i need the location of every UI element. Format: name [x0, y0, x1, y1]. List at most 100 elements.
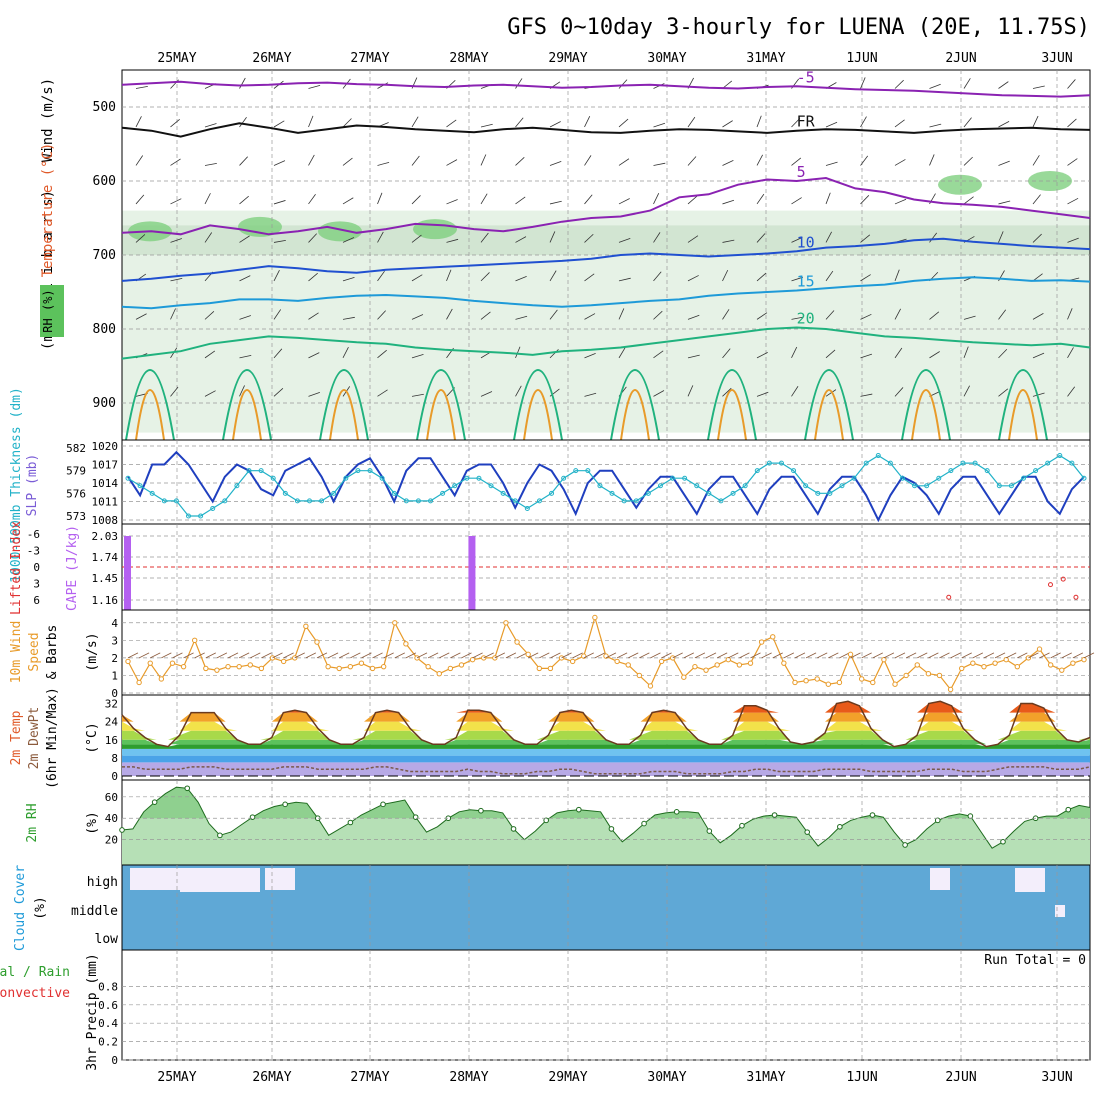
wind-barb: [687, 385, 694, 397]
wind-barb: [794, 652, 806, 659]
wind-barb: [618, 277, 631, 282]
wind-barb: [860, 234, 871, 243]
rh-area: [122, 787, 1090, 865]
wind10-point: [981, 663, 987, 670]
wind-barb: [963, 156, 973, 166]
cloud-gap: [1055, 905, 1065, 917]
wind-barb: [308, 272, 318, 282]
slp-thickness-frame: [121, 439, 1091, 525]
wind10-point: [614, 658, 620, 665]
wind-barb: [170, 308, 176, 320]
wind-barb: [239, 385, 245, 397]
isotherm-line: [998, 369, 1048, 441]
wind-barb: [446, 159, 458, 166]
thickness-point: [633, 498, 639, 504]
wind-barb: [170, 118, 180, 128]
y-tick-label: 700: [93, 248, 116, 263]
thickness-point: [549, 490, 555, 496]
cloud-gap: [1015, 868, 1045, 892]
wind10-point: [1047, 662, 1054, 668]
wind-barb: [411, 274, 423, 282]
wind-barb: [550, 652, 561, 659]
wind-barb: [239, 117, 247, 128]
y-tick-label: 24: [105, 716, 119, 729]
thickness-point: [585, 468, 591, 474]
wind-barb: [239, 156, 248, 166]
wind-barb: [756, 391, 769, 397]
rh-high-patch: [318, 221, 362, 242]
thickness-point: [621, 498, 627, 504]
y-axis-label: (°C): [85, 722, 100, 753]
y-axis-label: 2m RH: [25, 803, 40, 842]
wind-barb: [939, 652, 950, 659]
thickness-point: [270, 475, 276, 481]
wind-barb: [515, 156, 525, 166]
isotherm-line: [610, 369, 660, 441]
isotherm-line: [121, 80, 1091, 98]
run-total-label: Run Total = 0: [984, 953, 1086, 968]
wind-barb: [461, 652, 472, 659]
wind-barb: [216, 652, 228, 659]
thickness-point: [645, 490, 651, 496]
wind-barb: [549, 270, 557, 282]
wind-barb: [342, 346, 349, 359]
thickness-point: [839, 483, 845, 489]
x-tick-label-top: 31MAY: [746, 51, 785, 66]
thickness-point: [766, 460, 772, 466]
wind-barb: [722, 348, 731, 359]
thickness-point: [428, 498, 434, 504]
wind-barb: [894, 198, 907, 205]
y-axis-label: 1000-500mb Thickness (dm): [9, 387, 24, 583]
wind-barb: [584, 392, 597, 397]
wind-barb: [687, 314, 700, 320]
wind-barb: [204, 390, 216, 397]
thickness-point: [670, 475, 676, 481]
wind-barb: [411, 195, 421, 205]
temp-band: [122, 739, 1090, 745]
thickness-point: [403, 498, 409, 504]
wind10-point: [236, 663, 242, 670]
wind-barb: [316, 652, 328, 659]
wind-barb: [905, 652, 917, 659]
y-tick-label: 1014: [92, 477, 119, 490]
wind-barb: [1067, 118, 1077, 128]
wind-barb: [204, 123, 217, 128]
wind-barb: [618, 308, 625, 320]
wind-barb: [653, 350, 664, 359]
wind-barb: [411, 353, 424, 359]
wind-barb: [894, 387, 904, 397]
wind-barb: [342, 237, 355, 243]
x-tick-label-bottom: 1JUN: [846, 1070, 877, 1085]
wind-barb: [791, 386, 799, 397]
thickness-point: [609, 490, 615, 496]
isotherm-line: [707, 369, 757, 441]
wind-barb: [687, 275, 699, 282]
wind-barb: [327, 652, 339, 659]
thickness-point: [597, 483, 603, 489]
wind-barb: [1017, 652, 1028, 659]
wind10-point: [770, 634, 776, 640]
wind10-point: [392, 620, 398, 626]
wind-barb: [127, 652, 139, 659]
y-tick-label: 1: [111, 669, 118, 682]
thickness-point: [222, 498, 228, 504]
wind-barb: [205, 652, 216, 659]
wind-barb: [294, 652, 305, 659]
wind10-point: [625, 662, 631, 668]
rh-point: [934, 817, 941, 824]
wind10-point: [336, 665, 342, 672]
cape-bar: [124, 536, 131, 610]
wind10-point: [1036, 646, 1043, 652]
thickness-point: [391, 490, 397, 496]
wind-barb: [342, 157, 353, 166]
wind-barb: [411, 234, 422, 243]
cloud-level-label: low: [95, 932, 119, 947]
wind-barb: [1032, 313, 1044, 320]
x-tick-label-bottom: 2JUN: [945, 1070, 976, 1085]
y-tick-label: 1017: [92, 459, 119, 472]
wind10-point: [425, 663, 431, 670]
wind10-point: [147, 660, 153, 666]
y-tick-label: 0: [111, 687, 118, 700]
rh-point: [804, 829, 811, 835]
wind-barb: [308, 352, 320, 359]
